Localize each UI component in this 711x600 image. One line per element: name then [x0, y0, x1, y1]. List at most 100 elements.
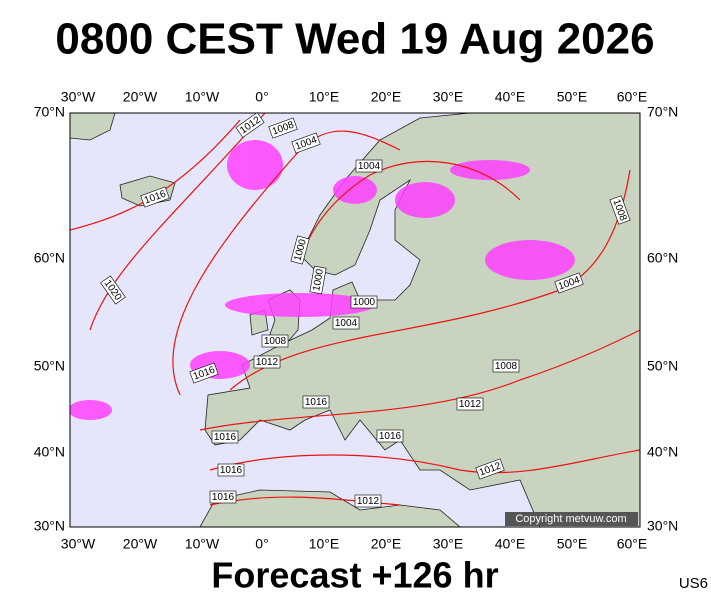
precip	[450, 160, 530, 180]
isobar-label-text: 1012	[459, 399, 482, 410]
europe-asia	[204, 113, 640, 527]
isobar-label-text: 1008	[495, 361, 518, 372]
lat-label: 30°N	[34, 518, 65, 534]
lon-label: 30°W	[61, 536, 96, 552]
isobar-label-box	[253, 355, 281, 369]
lon-label: 60°E	[617, 89, 648, 105]
isobar-label-box	[291, 132, 321, 154]
isobar-label-box	[211, 430, 239, 444]
isobar-label-box	[302, 395, 330, 409]
isobar-label-box	[140, 186, 170, 208]
lon-label: 0°	[255, 89, 268, 105]
lon-label: 10°E	[309, 89, 340, 105]
lon-label: 10°W	[185, 536, 220, 552]
isobar-label-box	[376, 429, 404, 443]
lon-label: 40°E	[495, 536, 526, 552]
isobar-label-text: 1000	[353, 297, 376, 308]
isobar-label: 1000	[309, 265, 327, 295]
lon-label: 60°E	[617, 536, 648, 552]
isobar-label-text: 1016	[305, 397, 328, 408]
lon-label: 30°E	[433, 89, 464, 105]
map: Copyright metvuw.com	[70, 113, 640, 527]
lat-label: 50°N	[647, 358, 678, 374]
greenland	[70, 113, 116, 141]
lat-label: 40°N	[34, 444, 65, 460]
isobar-label-text: 1004	[358, 161, 381, 172]
precip	[395, 182, 455, 218]
isobar-label-box	[332, 316, 360, 330]
isobar-label: 1012	[354, 494, 382, 508]
isobar	[299, 160, 521, 261]
map-frame	[69, 112, 641, 528]
model-code: US6	[679, 575, 708, 592]
land	[70, 113, 640, 527]
copyright: Copyright metvuw.com	[515, 513, 626, 525]
lon-label: 30°E	[433, 536, 464, 552]
isobar-label: 1004	[355, 159, 383, 173]
isobar-label-text: 1000	[311, 268, 326, 292]
isobar	[209, 449, 640, 474]
isobar-label-box	[350, 295, 378, 309]
isobar-label-text: 1016	[212, 492, 235, 503]
isobar	[89, 113, 266, 331]
isobar-label: 1012	[456, 397, 484, 411]
lon-label: 10°E	[309, 536, 340, 552]
isobar-label: 1016	[211, 430, 239, 444]
isobar-label-box	[235, 112, 265, 138]
isobar-label-text: 1016	[220, 465, 243, 476]
isobar-label: 1016	[217, 463, 245, 477]
isobar-label-box	[268, 117, 298, 139]
isobar-label-box	[290, 235, 310, 265]
isobar-label-box	[609, 195, 631, 225]
lat-label: 60°N	[647, 250, 678, 266]
precip	[227, 140, 283, 190]
title: 0800 CEST Wed 19 Aug 2026	[55, 15, 654, 64]
lat-label: 60°N	[34, 250, 65, 266]
precip	[225, 293, 375, 317]
isobar-label: 1016	[209, 490, 237, 504]
lon-label: 40°E	[495, 89, 526, 105]
lon-label: 50°E	[557, 89, 588, 105]
isobar-label: 1008	[261, 334, 289, 348]
isobar	[229, 169, 631, 391]
isobar-label-box	[189, 362, 219, 384]
isobar-label-box	[261, 334, 289, 348]
lon-label: 20°W	[123, 536, 158, 552]
isobar-label-box	[217, 463, 245, 477]
isobar-label-text: 1012	[256, 357, 279, 368]
precip	[485, 240, 575, 280]
isobar-label-text: 1008	[264, 336, 287, 347]
isobar-label: 1016	[302, 395, 330, 409]
isobar-label-text: 1012	[357, 496, 380, 507]
isobar-label-box	[475, 458, 505, 480]
lon-label: 30°W	[61, 89, 96, 105]
lon-label: 20°E	[371, 89, 402, 105]
isobar-label-box	[354, 494, 382, 508]
isobar	[172, 130, 401, 396]
precip	[333, 176, 377, 204]
isobar-label-box	[209, 490, 237, 504]
isobar-label-box	[309, 265, 327, 295]
lon-label: 20°W	[123, 89, 158, 105]
lon-label: 0°	[255, 536, 268, 552]
isobar-label: 1016	[376, 429, 404, 443]
lat-label: 40°N	[647, 444, 678, 460]
isobar-label: 1000	[290, 235, 310, 265]
precip	[70, 400, 112, 420]
isobar-label: 1012	[253, 355, 281, 369]
lon-label: 10°W	[185, 89, 220, 105]
isobar-label-box	[100, 275, 126, 305]
isobar-label-text: 1004	[335, 318, 358, 329]
lat-label: 30°N	[647, 518, 678, 534]
isobar-label-box	[456, 397, 484, 411]
lon-label: 50°E	[557, 536, 588, 552]
isobar-label-text: 1016	[379, 431, 402, 442]
isobar-label-box	[554, 272, 584, 294]
isobar-label: 1000	[350, 295, 378, 309]
isobar-label: 1008	[492, 359, 520, 373]
isobar-label-box	[492, 359, 520, 373]
lat-label: 70°N	[34, 104, 65, 120]
isobar	[199, 329, 640, 431]
lat-label: 50°N	[34, 358, 65, 374]
